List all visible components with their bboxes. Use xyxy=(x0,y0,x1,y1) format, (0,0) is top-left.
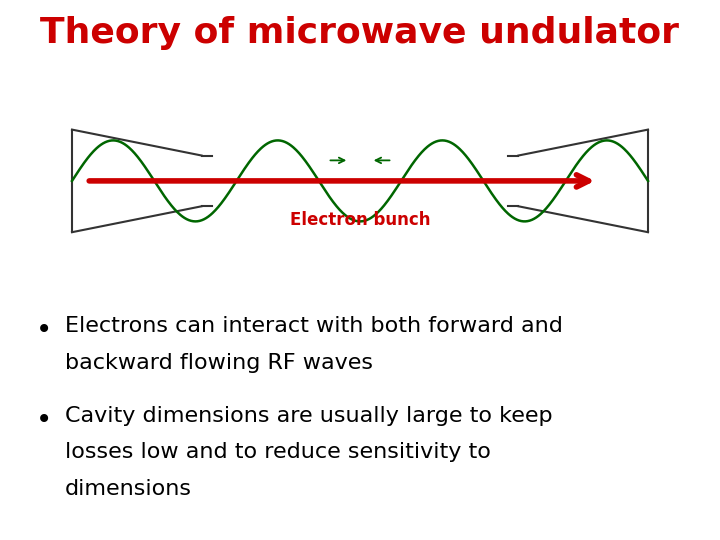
Text: losses low and to reduce sensitivity to: losses low and to reduce sensitivity to xyxy=(65,442,490,462)
Text: •: • xyxy=(36,406,53,434)
Text: Theory of microwave undulator: Theory of microwave undulator xyxy=(40,16,680,50)
Text: Electron bunch: Electron bunch xyxy=(289,211,431,228)
Text: Electrons can interact with both forward and: Electrons can interact with both forward… xyxy=(65,316,562,336)
Text: •: • xyxy=(36,316,53,344)
Text: backward flowing RF waves: backward flowing RF waves xyxy=(65,353,373,373)
Text: dimensions: dimensions xyxy=(65,479,192,499)
Text: Cavity dimensions are usually large to keep: Cavity dimensions are usually large to k… xyxy=(65,406,552,426)
